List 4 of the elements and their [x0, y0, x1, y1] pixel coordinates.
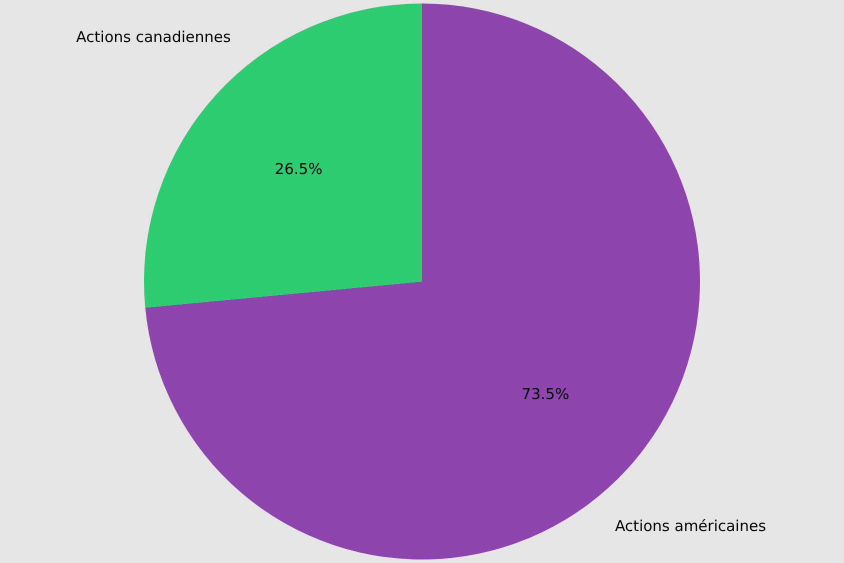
data-label: 73.5% [522, 384, 570, 403]
slice-label: Actions canadiennes [76, 28, 232, 46]
data-label: 26.5% [274, 160, 322, 178]
slice-label: Actions américaines [614, 516, 766, 535]
